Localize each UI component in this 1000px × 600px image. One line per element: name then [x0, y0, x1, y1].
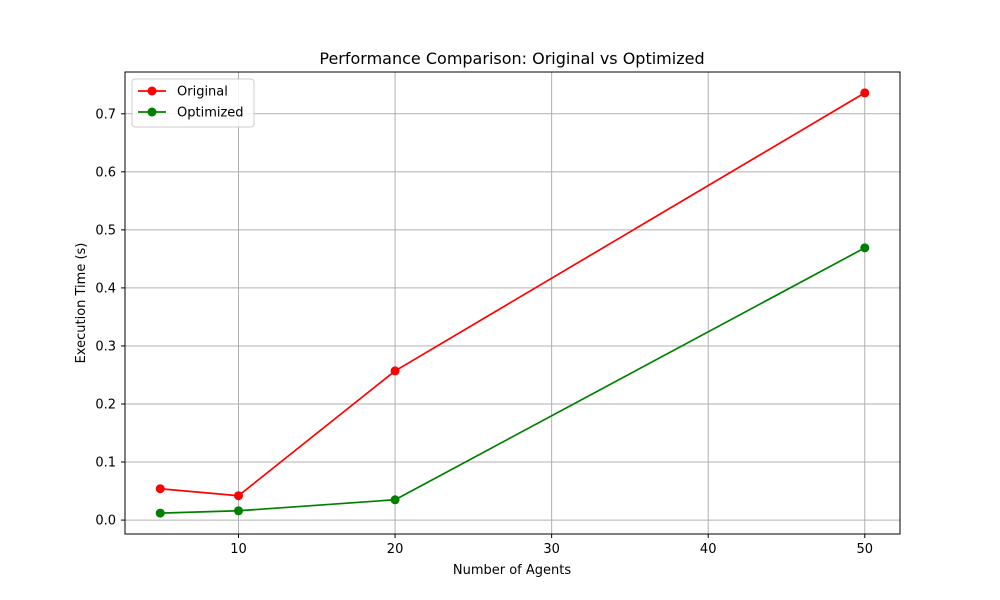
data-point: [155, 508, 165, 518]
y-tick-label: 0.0: [95, 514, 116, 529]
legend-label: Optimized: [177, 106, 244, 121]
y-axis-label: Execution Time (s): [74, 243, 89, 364]
series-optimized: [155, 243, 870, 518]
legend-marker: [147, 86, 157, 96]
data-point: [860, 88, 870, 98]
series-layer: [155, 88, 870, 518]
x-axis-label: Number of Agents: [453, 563, 571, 578]
y-tick-label: 0.5: [95, 223, 116, 238]
y-tick-label: 0.6: [95, 165, 116, 180]
y-tick-label: 0.2: [95, 397, 116, 412]
y-tick-label: 0.7: [95, 107, 116, 122]
legend-item: Optimized: [138, 106, 244, 121]
data-point: [234, 491, 244, 501]
legend-item: Original: [138, 85, 228, 100]
data-point: [234, 506, 244, 516]
x-tick-label: 20: [387, 542, 404, 557]
chart-title: Performance Comparison: Original vs Opti…: [319, 49, 704, 68]
x-tick-label: 50: [856, 542, 873, 557]
y-tick-label: 0.4: [95, 281, 116, 296]
y-tick-label: 0.3: [95, 339, 116, 354]
x-tick-label: 30: [543, 542, 560, 557]
data-point: [390, 366, 400, 376]
data-point: [155, 484, 165, 494]
x-tick-label: 40: [700, 542, 717, 557]
legend-label: Original: [177, 85, 228, 100]
y-tick-label: 0.1: [95, 456, 116, 471]
data-point: [390, 495, 400, 505]
data-point: [860, 243, 870, 253]
legend: Original Optimized: [131, 78, 255, 128]
x-tick-label: 10: [230, 542, 247, 557]
series-original: [155, 88, 870, 501]
grid: [125, 72, 900, 534]
legend-marker: [147, 107, 157, 117]
series-line: [160, 92, 866, 497]
plot-frame: [124, 71, 901, 535]
axis-ticks: 10 20 30 40 50 0.0 0.1 0.2 0.3 0.4 0.5 0.6 0.7: [95, 107, 873, 557]
series-line: [160, 247, 866, 514]
